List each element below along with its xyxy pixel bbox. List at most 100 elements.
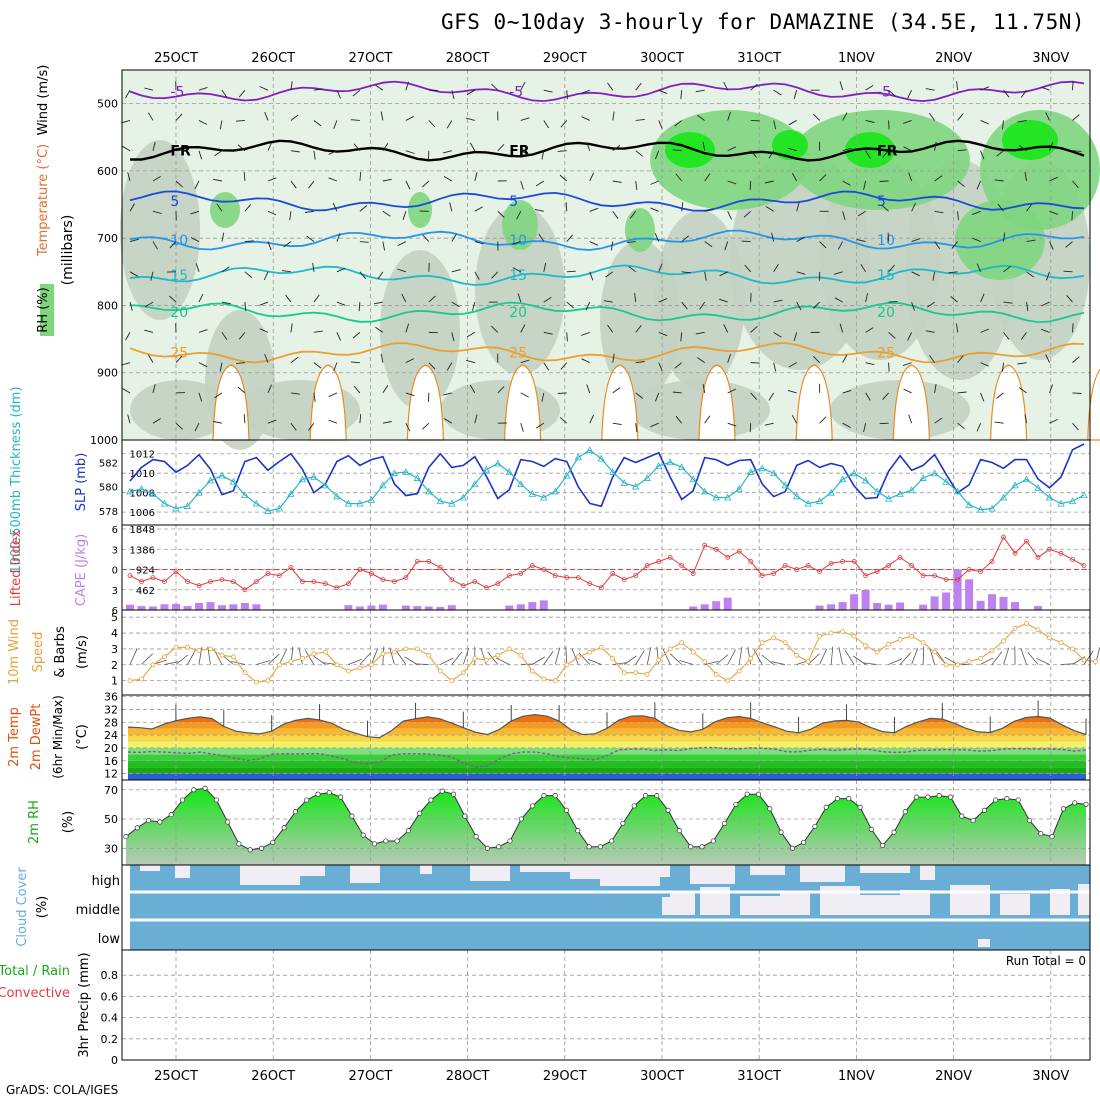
wind-speed-point: [943, 662, 949, 668]
wind-barb: [796, 202, 800, 212]
rh-point: [789, 845, 795, 851]
date-label-top: 30OCT: [640, 51, 684, 66]
thickness-point: [275, 504, 284, 512]
li-point: [667, 555, 673, 560]
wind-barb: [865, 327, 874, 333]
li-point: [1081, 563, 1087, 568]
cloud-clear-mid: [740, 896, 780, 915]
wind-barb: [635, 118, 645, 121]
cape-bar: [160, 604, 169, 610]
cloud-clear-mid: [670, 892, 695, 915]
wind-barb: [283, 241, 292, 248]
wind-barb: [148, 112, 154, 121]
rh-contour-area: [630, 380, 770, 440]
cloud-label: Cloud Cover: [15, 867, 30, 947]
wind-barb: [313, 120, 322, 127]
isotherm-line: [129, 190, 1085, 212]
wind-barb: [565, 646, 568, 665]
li-point: [874, 569, 880, 574]
thickness-point: [792, 492, 801, 500]
wind-barb: [219, 120, 223, 130]
isotherm-label: -5: [170, 85, 184, 101]
temp-band: [128, 760, 1086, 768]
thickness-point: [436, 497, 445, 505]
wind-barb: [1065, 241, 1073, 248]
wind-barb: [472, 301, 476, 311]
wind-speed-point: [805, 659, 811, 664]
thickness-point: [988, 504, 996, 512]
wind-barb: [957, 113, 964, 121]
wind-speed-point: [276, 662, 282, 668]
date-label-bottom: 26OCT: [251, 1069, 295, 1084]
thickness-point: [838, 475, 847, 483]
wind-barb: [911, 203, 916, 212]
wind-barb: [1020, 332, 1027, 340]
thickness-point: [873, 487, 881, 495]
wind-barb: [1026, 302, 1029, 312]
wind-barb: [650, 180, 659, 185]
wind-barb: [842, 354, 848, 363]
wind-barb: [934, 210, 944, 214]
rh-point: [417, 810, 423, 816]
li-point: [185, 579, 190, 584]
thickness-point: [310, 473, 318, 480]
wind-barb: [1083, 650, 1094, 665]
thickness-point: [379, 481, 387, 489]
wind-barb: [308, 180, 315, 189]
wind-barb: [578, 652, 591, 665]
wind-barb: [727, 388, 736, 394]
thickness-point: [356, 499, 364, 507]
y-tick-label: 0.8: [101, 969, 119, 982]
cape-li-panel: 462 924 1386 1848 6 3 0 3 6: [112, 524, 1091, 617]
thickness-point: [149, 490, 157, 497]
wind-speed-point: [518, 652, 524, 658]
wind-barb: [244, 302, 247, 312]
wind-barb: [451, 269, 461, 273]
wind-barb: [541, 392, 545, 402]
wind-speed-point: [667, 646, 673, 652]
wind-barb: [465, 117, 475, 121]
wind-barb: [1003, 232, 1006, 242]
isotherm-line: [130, 139, 1085, 162]
rh-point: [1072, 800, 1078, 806]
warm-cell: [309, 364, 347, 441]
wind-barb: [517, 293, 522, 303]
wind-barb: [1003, 89, 1010, 98]
cape-bar: [873, 603, 882, 610]
wind-barb: [237, 144, 246, 152]
wind-barb: [121, 388, 131, 394]
wind-barb: [934, 383, 937, 393]
rh-point: [925, 794, 931, 800]
wind-barb: [194, 180, 200, 190]
cape-bar: [516, 604, 525, 610]
rh-point: [1060, 806, 1066, 812]
isotherm-label: 5: [877, 194, 886, 210]
wind-barb: [903, 146, 912, 152]
wind-barb: [635, 180, 638, 190]
wind-barb: [565, 202, 568, 212]
panel-frame: [121, 949, 1091, 1061]
wind-speed-point: [828, 630, 834, 636]
wind-barb: [538, 233, 545, 242]
wind-barb: [589, 414, 595, 424]
wind-barb: [353, 143, 361, 152]
wind-barb: [865, 293, 869, 303]
rh-contour-area: [380, 250, 460, 410]
wind-barb: [980, 86, 990, 91]
li-point: [1047, 546, 1052, 552]
wind-barb: [469, 142, 476, 151]
wind-barb: [520, 81, 526, 91]
thickness-point: [942, 477, 950, 485]
wind-barb: [405, 115, 415, 121]
cloud-clear-high: [920, 865, 935, 880]
wind-barb: [624, 655, 637, 665]
slp-tick-label: 1006: [130, 508, 155, 519]
wind-barb: [414, 663, 429, 665]
wind-barb: [322, 662, 337, 665]
li-point: [978, 569, 983, 574]
wind-barb: [285, 294, 292, 303]
li-point: [1001, 534, 1006, 540]
wind-barb: [1020, 89, 1027, 98]
wind-speed-point: [656, 657, 662, 663]
wind-barb: [680, 332, 683, 342]
